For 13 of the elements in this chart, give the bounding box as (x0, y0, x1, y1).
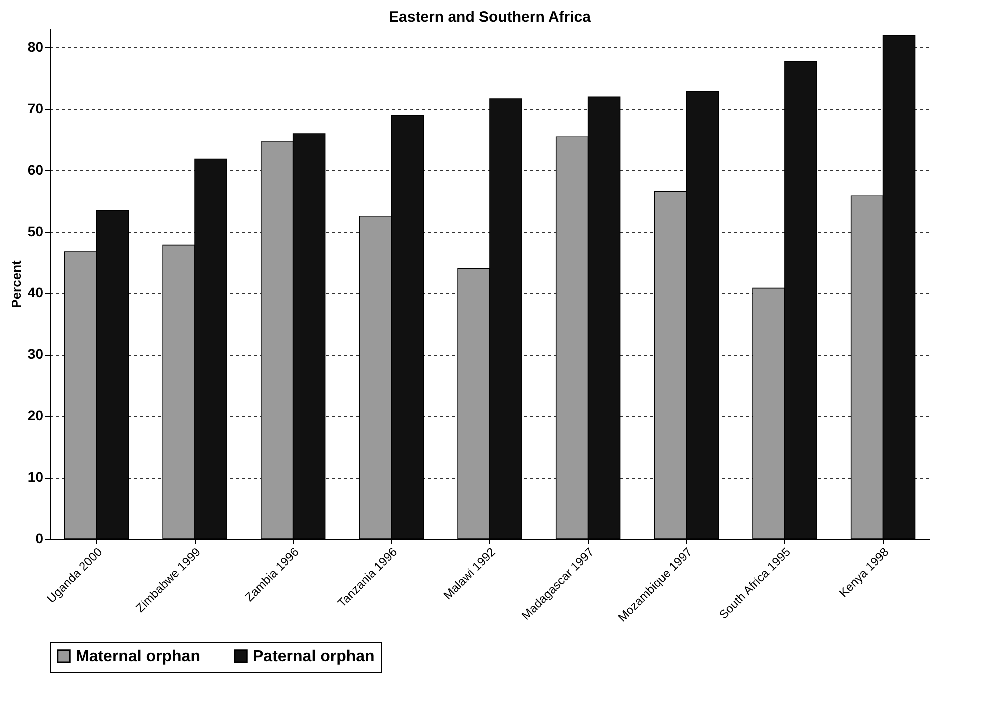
y-tick-label: 20 (28, 408, 44, 424)
y-tick-label: 40 (28, 284, 44, 301)
y-tick-label: 10 (28, 469, 44, 486)
legend-label: Paternal orphan (253, 648, 375, 666)
y-tick-label: 30 (28, 346, 44, 362)
y-tick-label: 70 (28, 100, 44, 116)
y-tick-label: 60 (28, 162, 44, 178)
y-tick-label: 50 (28, 223, 44, 240)
y-tick-label: 80 (28, 38, 44, 55)
chart-title: Eastern and Southern Africa (389, 9, 592, 26)
legend-label: Maternal orphan (76, 648, 200, 666)
y-tick-label: 0 (36, 530, 44, 546)
y-axis-title: Percent (8, 260, 24, 308)
